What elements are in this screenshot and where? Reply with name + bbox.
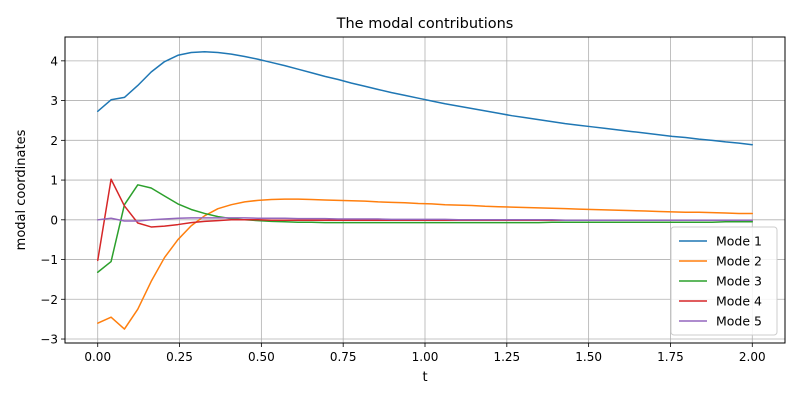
series-line-mode-5 xyxy=(96,217,754,222)
axis-ticks: 0.00 0.25 0.50 0.75 1.00 1.25 1.50 1.75 2.00 −3 −2… xyxy=(40,54,765,364)
x-tick-label: 1.25 xyxy=(493,350,520,364)
plot-series xyxy=(96,50,754,330)
legend-label: Mode 3 xyxy=(716,274,762,289)
legend: Mode 1 Mode 2 Mode 3 Mode 4 Mode 5 xyxy=(670,226,778,336)
y-tick-label: 1 xyxy=(50,174,58,188)
legend-label: Mode 1 xyxy=(716,234,762,249)
y-axis-label: modal coordinates xyxy=(14,129,29,250)
chart-title: The modal contributions xyxy=(336,16,514,32)
series-line-mode-1 xyxy=(96,50,754,146)
y-tick-label: −3 xyxy=(40,333,58,347)
x-tick-label: 0.75 xyxy=(330,350,357,364)
legend-label: Mode 4 xyxy=(716,294,762,309)
y-tick-label: 3 xyxy=(50,94,58,108)
x-tick-label: 2.00 xyxy=(739,350,766,364)
y-tick-label: 0 xyxy=(50,213,58,227)
x-tick-label: 1.50 xyxy=(575,350,602,364)
x-tick-label: 1.75 xyxy=(657,350,684,364)
y-tick-label: 2 xyxy=(50,134,58,148)
y-tick-label: −1 xyxy=(40,253,58,267)
legend-label: Mode 2 xyxy=(716,254,762,269)
x-tick-label: 0.00 xyxy=(84,350,111,364)
legend-box xyxy=(670,226,778,336)
series-line-mode-3 xyxy=(96,184,754,274)
x-axis-label: t xyxy=(422,370,427,385)
y-tick-label: 4 xyxy=(50,54,58,68)
x-tick-label: 0.50 xyxy=(248,350,275,364)
x-tick-label: 1.00 xyxy=(412,350,439,364)
y-tick-label: −2 xyxy=(40,293,58,307)
legend-label: Mode 5 xyxy=(716,314,762,329)
x-tick-label: 0.25 xyxy=(166,350,193,364)
